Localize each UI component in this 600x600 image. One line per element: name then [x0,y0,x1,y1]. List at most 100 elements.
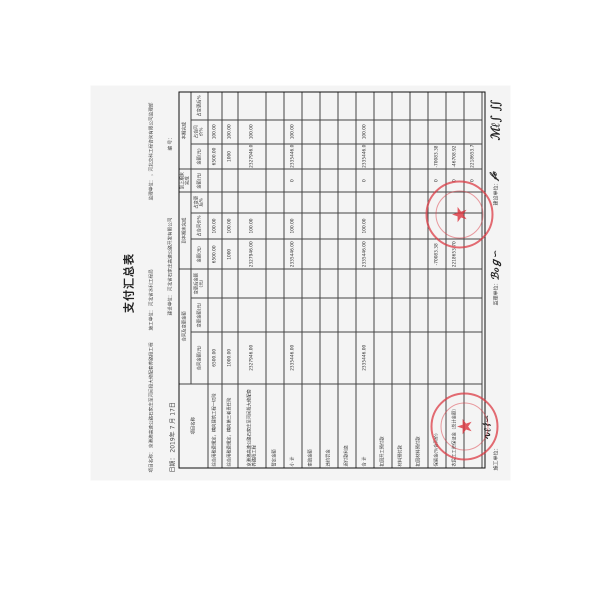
amount-cell [302,298,320,333]
amount-cell: 100.00 [356,119,374,144]
amount-cell [374,332,392,384]
amount-cell [208,298,222,333]
amount-cell [374,298,392,333]
row-label: 扣回材料预付款 [410,383,428,468]
amount-cell [208,169,222,192]
amount-cell [320,169,338,192]
amount-cell [302,332,320,384]
amount-cell [338,119,356,144]
amount-cell [338,92,356,120]
amount-cell [222,298,238,333]
amount-cell [410,239,428,270]
amount-cell: 100.00 [208,212,222,240]
amount-cell [266,239,284,270]
header-to-date-group: 到本期末完成 [179,192,191,270]
amount-cell [410,169,428,192]
amount-cell [302,92,320,120]
amount-cell: 1000 [222,143,238,170]
header-item-name: 项目名称 [179,383,208,468]
owner-signature-label: 建设单位： [493,180,500,206]
amount-cell: 2335446.00 [284,332,302,384]
amount-cell [374,143,392,170]
amount-cell [266,169,284,192]
table-row: 综合用税费规定，横向建筑工程一切险 6500.00 6500.00 100.00 650… [208,92,222,468]
subheader-cell: 占合同价% [191,212,208,240]
amount-cell [446,332,464,384]
amount-cell: 100.00 [238,212,266,240]
amount-cell [446,92,464,120]
amount-cell [392,119,410,144]
amount-cell [320,332,338,384]
table-row: 京港澳高速公路石家庄至河间段大修配套养路段工程 2327946.00 2327946… [238,92,266,468]
amount-cell [374,192,392,213]
owner-unit: 建设单位： 河北省石家庄高速公路开发有限公司 [168,217,174,316]
header-current-group: 本期完成 [179,92,191,170]
amount-cell [374,92,392,120]
amount-cell [208,192,222,213]
amount-cell [392,239,410,270]
approver-handwritten-signature: ℳℓ∫ ∬ [488,99,503,141]
amount-cell [410,269,428,299]
amount-cell [266,212,284,240]
amount-cell: 100.00 [208,119,222,144]
amount-cell: 2327946.00 [238,332,266,384]
row-label: 违约罚金 [320,383,338,468]
amount-cell [464,92,482,120]
amount-cell [266,143,284,170]
row-label: 合 计 [356,383,374,468]
amount-cell [266,92,284,120]
amount-cell [356,269,374,299]
amount-cell [410,143,428,170]
amount-cell: 2327946.00 [238,239,266,270]
amount-cell [222,192,238,213]
subheader-cell: 金额(元) [191,143,208,170]
amount-cell [208,269,222,299]
amount-cell [374,239,392,270]
amount-cell [238,92,266,120]
subheader-cell: 金额(元) [191,169,208,192]
amount-cell [284,192,302,213]
amount-cell [464,332,482,384]
header-contract-group: 合同及变更金额 [179,269,191,384]
contractor-signature-label: 施工单位： [493,445,500,471]
amount-cell [392,143,410,170]
amount-cell: 6500.00 [208,239,222,270]
amount-cell [208,92,222,120]
amount-cell: -70083.38 [428,143,446,170]
amount-cell [284,298,302,333]
amount-cell: 2335446.00 [356,332,374,384]
amount-cell [320,212,338,240]
amount-cell [428,119,446,144]
supervisor-seal-stamp: ★ [425,180,494,249]
amount-cell: 100.00 [238,119,266,144]
amount-cell: 2218653.70 [464,143,482,170]
amount-cell [320,119,338,144]
row-label: 暂定金额 [266,383,284,468]
table-row: 违约罚金 [320,92,338,468]
amount-cell [338,169,356,192]
amount-cell [392,92,410,120]
amount-cell: 100.00 [356,212,374,240]
table-row: 综合用税费规定，横向第三者责任险 1000.00 1000 100.00 1000 100… [222,92,238,468]
subheader-cell: 变更金额(元) [191,298,208,333]
document-number: 编 号： [168,135,174,151]
amount-cell: 1000 [222,239,238,270]
amount-cell: 2327946.00 [238,143,266,170]
amount-cell: 100.00 [222,212,238,240]
amount-cell: 1000.00 [222,332,238,384]
amount-cell [266,192,284,213]
amount-cell [238,169,266,192]
contractor-seal-stamp: ★ [430,392,499,461]
amount-cell [302,169,320,192]
amount-cell: 6500.00 [208,332,222,384]
supervisor-unit: 监理单位： ，河北交科工程咨询有限公司监理部 [149,102,155,201]
amount-cell [266,269,284,299]
document-date: 日期： 2019年 7 月 17日 [169,402,177,473]
amount-cell [266,332,284,384]
amount-cell: 2335446.00 [284,143,302,170]
amount-cell [464,119,482,144]
subheader-cell: 占合同价% [191,119,208,144]
subheader-cell: 占变更后% [191,192,208,213]
table-row: 索赔金额 [302,92,320,468]
amount-cell [356,298,374,333]
